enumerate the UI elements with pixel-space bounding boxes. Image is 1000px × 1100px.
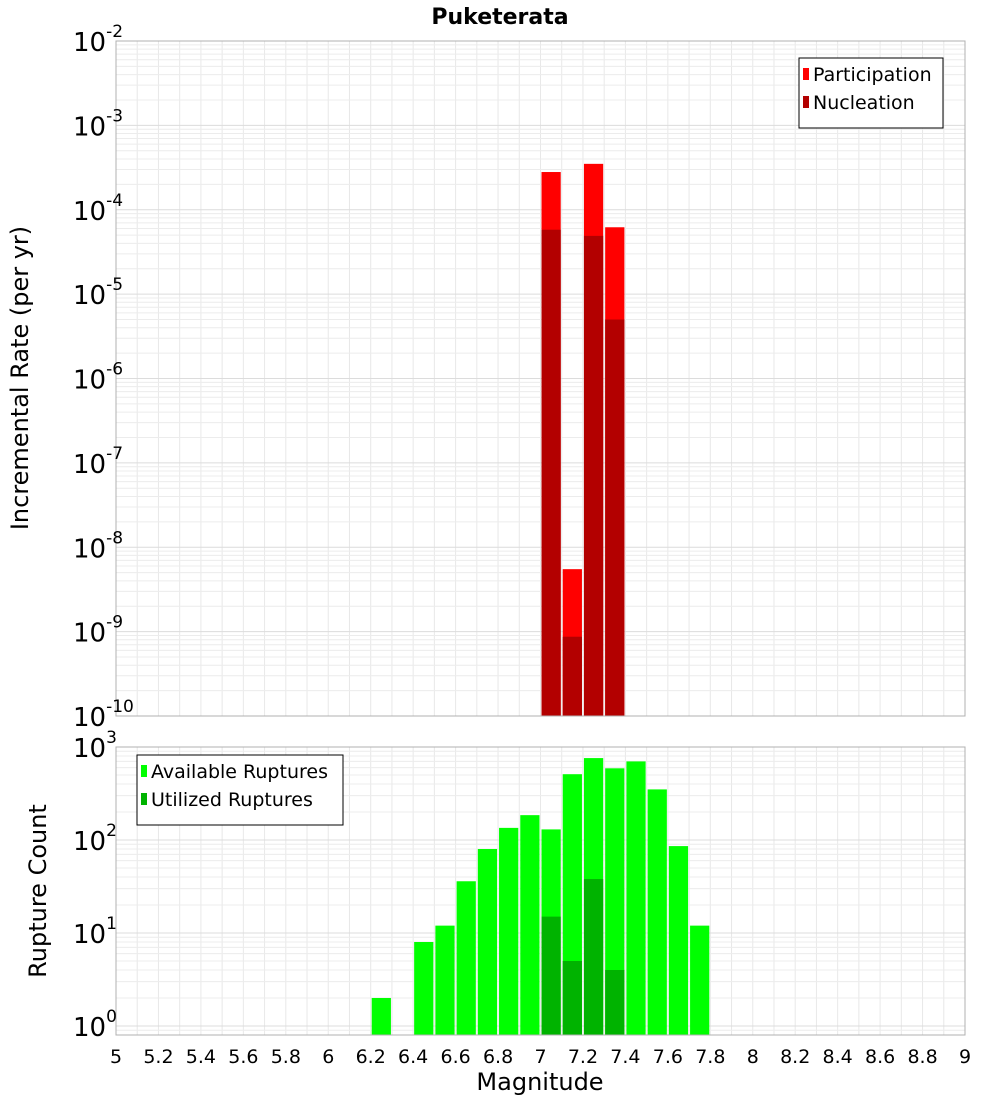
rate-y-tick-label: 10-10 xyxy=(73,697,134,733)
count-bar-utilized-ruptures xyxy=(605,969,625,1035)
count-x-tick-label: 7.4 xyxy=(610,1046,640,1068)
count-x-tick-label: 9 xyxy=(959,1046,971,1068)
count-x-tick-label: 7 xyxy=(534,1046,546,1068)
count-x-tick-label: 8.2 xyxy=(780,1046,810,1068)
count-x-tick-label: 5 xyxy=(110,1046,122,1068)
count-x-tick-label: 6.4 xyxy=(398,1046,428,1068)
count-y-tick-label: 102 xyxy=(73,821,117,857)
count-bar-available-ruptures xyxy=(668,846,689,1035)
count-legend-label: Utilized Ruptures xyxy=(151,789,313,811)
count-bar-utilized-ruptures xyxy=(583,879,604,1035)
rate-y-tick-label: 10-2 xyxy=(73,22,123,58)
count-x-tick-label: 8 xyxy=(747,1046,759,1068)
count-x-tick-label: 7.8 xyxy=(695,1046,725,1068)
count-y-tick-label: 100 xyxy=(73,1007,117,1043)
rate-legend xyxy=(798,57,944,129)
rate-y-tick-label: 10-8 xyxy=(73,528,123,564)
rate-legend-label: Participation xyxy=(813,64,932,86)
rate-y-tick-label: 10-7 xyxy=(73,444,123,480)
count-x-tick-label: 8.8 xyxy=(907,1046,937,1068)
count-bar-available-ruptures xyxy=(414,942,434,1035)
rate-legend-label: Nucleation xyxy=(813,92,915,114)
count-x-tick-label: 6 xyxy=(322,1046,334,1068)
count-x-tick-label: 7.2 xyxy=(568,1046,598,1068)
count-x-tick-label: 5.4 xyxy=(186,1046,216,1068)
count-x-tick-label: 8.4 xyxy=(823,1046,853,1068)
rate-bar-nucleation xyxy=(541,229,561,717)
count-x-tick-label: 5.6 xyxy=(228,1046,258,1068)
count-bar-available-ruptures xyxy=(647,789,667,1035)
count-x-tick-label: 5.2 xyxy=(143,1046,173,1068)
count-legend xyxy=(136,754,344,826)
count-x-tick-label: 5.8 xyxy=(271,1046,301,1068)
count-y-tick-label: 103 xyxy=(73,728,117,764)
rate-legend-swatch xyxy=(803,68,809,80)
count-bar-available-ruptures xyxy=(499,827,519,1035)
count-legend-swatch xyxy=(141,793,147,805)
rate-bar-nucleation xyxy=(562,636,582,716)
rate-bar-nucleation xyxy=(605,319,625,716)
count-bar-available-ruptures xyxy=(477,849,498,1035)
count-axis-title: Rupture Count xyxy=(24,804,52,978)
rate-panel: 10-10 10-9 10-8 10-7 10-6 10-5 10-4 10-3 10-2 Par… xyxy=(73,22,966,733)
count-x-tick-label: 6.6 xyxy=(440,1046,470,1068)
count-bar-utilized-ruptures xyxy=(562,960,582,1035)
rate-bar-nucleation xyxy=(583,235,604,716)
count-y-tick-label: 101 xyxy=(73,914,117,950)
rate-axis-title: Incremental Rate (per yr) xyxy=(6,226,34,530)
count-plot-frame xyxy=(115,746,966,1036)
count-legend-label: Available Ruptures xyxy=(151,761,328,783)
rate-plot-frame xyxy=(115,40,966,717)
count-bar-available-ruptures xyxy=(605,768,625,1035)
count-bar-available-ruptures xyxy=(690,925,710,1035)
rate-y-tick-label: 10-5 xyxy=(73,275,123,311)
count-x-tick-label: 6.8 xyxy=(483,1046,513,1068)
count-bar-available-ruptures xyxy=(435,925,455,1035)
rate-y-tick-label: 10-6 xyxy=(73,360,123,396)
rate-y-tick-label: 10-9 xyxy=(73,613,123,649)
count-bar-available-ruptures xyxy=(371,997,391,1035)
count-x-tick-label: 7.6 xyxy=(653,1046,683,1068)
chart-title: Puketerata xyxy=(431,5,568,30)
count-x-tick-label: 6.2 xyxy=(356,1046,386,1068)
count-bar-utilized-ruptures xyxy=(541,916,561,1035)
count-bar-available-ruptures xyxy=(456,881,476,1035)
rate-legend-swatch xyxy=(803,96,809,108)
count-bar-available-ruptures xyxy=(626,761,646,1035)
x-axis-title: Magnitude xyxy=(476,1068,603,1096)
count-legend-swatch xyxy=(141,765,147,777)
rate-y-tick-label: 10-3 xyxy=(73,106,123,142)
rate-y-tick-label: 10-4 xyxy=(73,191,123,227)
count-bar-available-ruptures xyxy=(520,815,540,1035)
count-x-tick-label: 8.6 xyxy=(865,1046,895,1068)
